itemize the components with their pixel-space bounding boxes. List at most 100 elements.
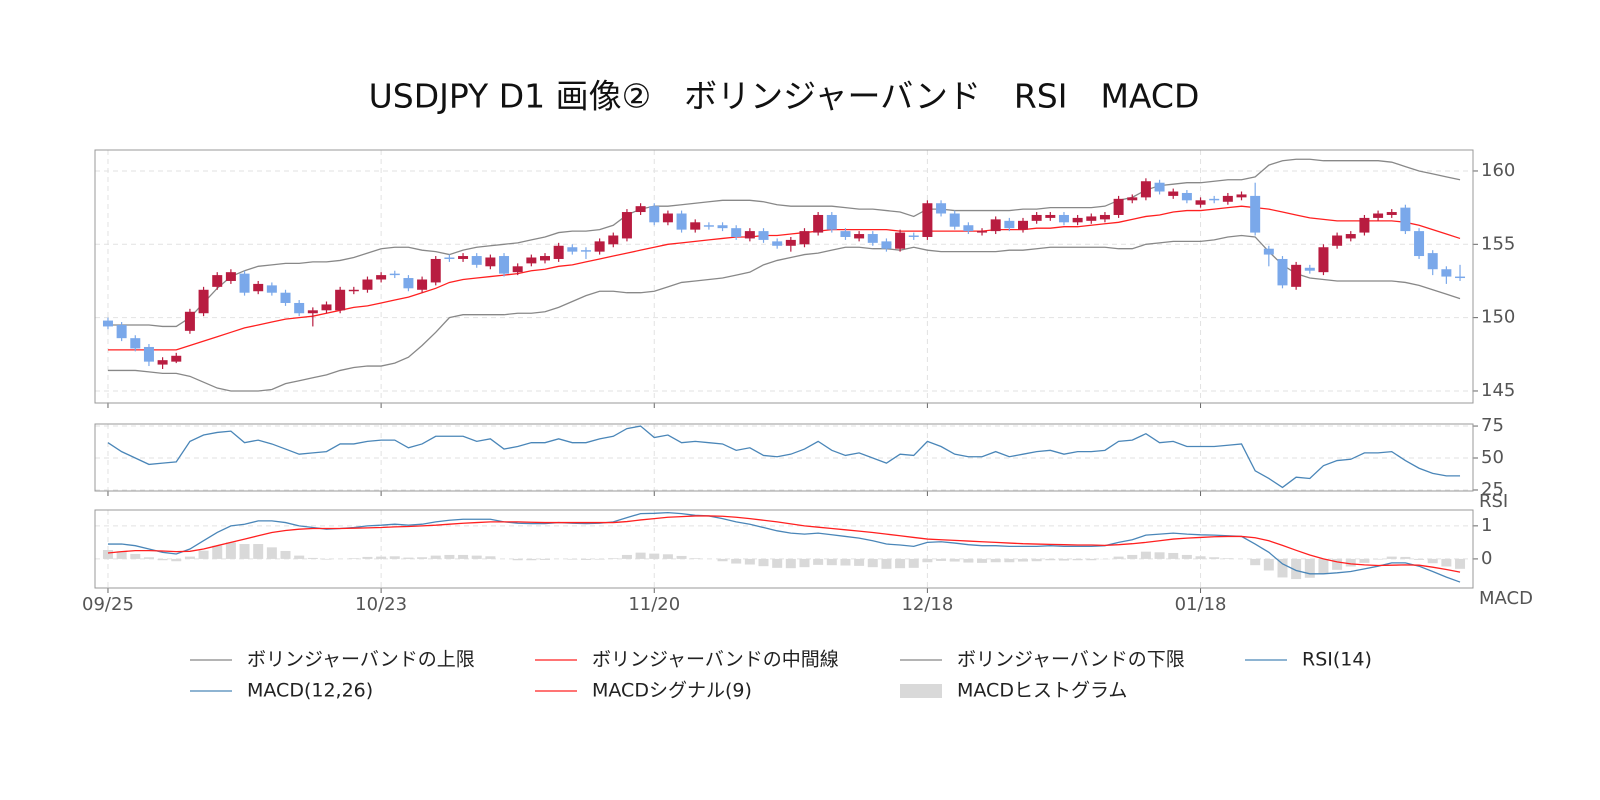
candle-body [1263,248,1274,255]
candle-body [758,231,769,240]
series-line [107,515,1461,573]
y-axis-label: RSI [1479,491,1508,512]
candle-body [389,273,400,276]
histogram-bar [294,555,305,559]
histogram-bar [1359,558,1370,563]
candle-body [1222,195,1233,202]
histogram-bar [102,549,113,559]
histogram-bar [1304,558,1315,578]
candle-body [922,203,933,237]
candle-body [198,289,209,314]
x-tick-label: 11/20 [628,594,680,615]
histogram-bar [772,558,783,568]
candle-body [854,234,865,239]
candle-body [471,256,482,265]
histogram-bar [854,558,865,566]
histogram-bar [758,558,769,567]
candle-body [1455,276,1466,279]
histogram-bar [321,558,332,560]
x-tick-label: 01/18 [1175,594,1227,615]
histogram-bar [785,558,796,569]
histogram-bar [594,558,605,560]
histogram-bar [458,554,469,559]
histogram-bar [908,558,919,568]
histogram-bar [376,556,387,559]
legend-label: ボリンジャーバンドの上限 [247,649,475,671]
candle-body [908,235,919,237]
candle-body [1400,207,1411,232]
histogram-bar [1318,558,1329,574]
legend-label: ボリンジャーバンドの中間線 [592,649,839,671]
candle-body [1072,217,1083,223]
histogram-bar [813,558,824,565]
histogram-bar [1250,558,1261,566]
candle-body [662,213,673,223]
candle-body [1441,269,1452,277]
histogram-bar [1386,556,1397,559]
candle-body [1236,194,1247,198]
histogram-bar [1414,558,1425,560]
candle-body [744,231,755,239]
candle-body [1373,213,1384,218]
histogram-bar [567,558,578,560]
candle-body [512,266,523,273]
histogram-bar [949,558,960,562]
histogram-bar [1004,558,1015,563]
candle-body [1427,253,1438,270]
histogram-bar [1140,551,1151,559]
candle-body [417,279,428,290]
histogram-bar [1017,558,1028,562]
candle-body [225,272,236,281]
histogram-bar [990,558,1001,563]
candle-body [621,212,632,239]
histogram-bar [116,551,127,559]
histogram-bar [922,558,933,563]
histogram-bar [1031,558,1042,562]
legend-label: MACD(12,26) [247,680,373,702]
histogram-bar [1441,558,1452,567]
histogram-bar [1332,558,1343,570]
histogram-bar [1072,558,1083,561]
candle-body [949,213,960,227]
histogram-bar [239,544,250,559]
candle-body [690,222,701,230]
histogram-bar [471,555,482,559]
histogram-bar [1373,558,1384,560]
histogram-bar [1113,556,1124,559]
candle-body [1099,214,1110,220]
candle-body [266,285,277,293]
histogram-bar [867,558,878,568]
candle-body [1209,198,1220,201]
candle-body [567,247,578,252]
candle-body [239,273,250,293]
histogram-bar [1181,554,1192,559]
histogram-bar [253,544,264,559]
candle-body [703,225,714,227]
candle-body [294,302,305,314]
histogram-bar [485,556,496,559]
candle-body [1318,247,1329,273]
candle-body [485,257,496,267]
y-axis-label: MACD [1479,588,1533,609]
candle-body [608,235,619,245]
y-tick-label: 155 [1481,233,1515,254]
series-line [107,205,1461,351]
candle-body [936,203,947,214]
panel-frame [94,423,1474,492]
legend: ボリンジャーバンドの上限 ボリンジャーバンドの中間線 ボリンジャーバンドの下限 RSI… [190,649,1372,702]
candle-body [499,256,510,274]
candle-body [881,241,892,249]
legend-swatch [900,684,942,698]
candle-body [1154,182,1165,192]
candle-body [977,231,988,233]
candle-body [348,289,359,292]
histogram-bar [1291,558,1302,580]
candle-body [307,310,318,314]
candle-body [1332,235,1343,246]
candle-body [826,214,837,230]
histogram-bar [1127,554,1138,559]
candle-body [362,279,373,290]
candle-body [580,250,591,252]
candle-body [116,324,127,339]
